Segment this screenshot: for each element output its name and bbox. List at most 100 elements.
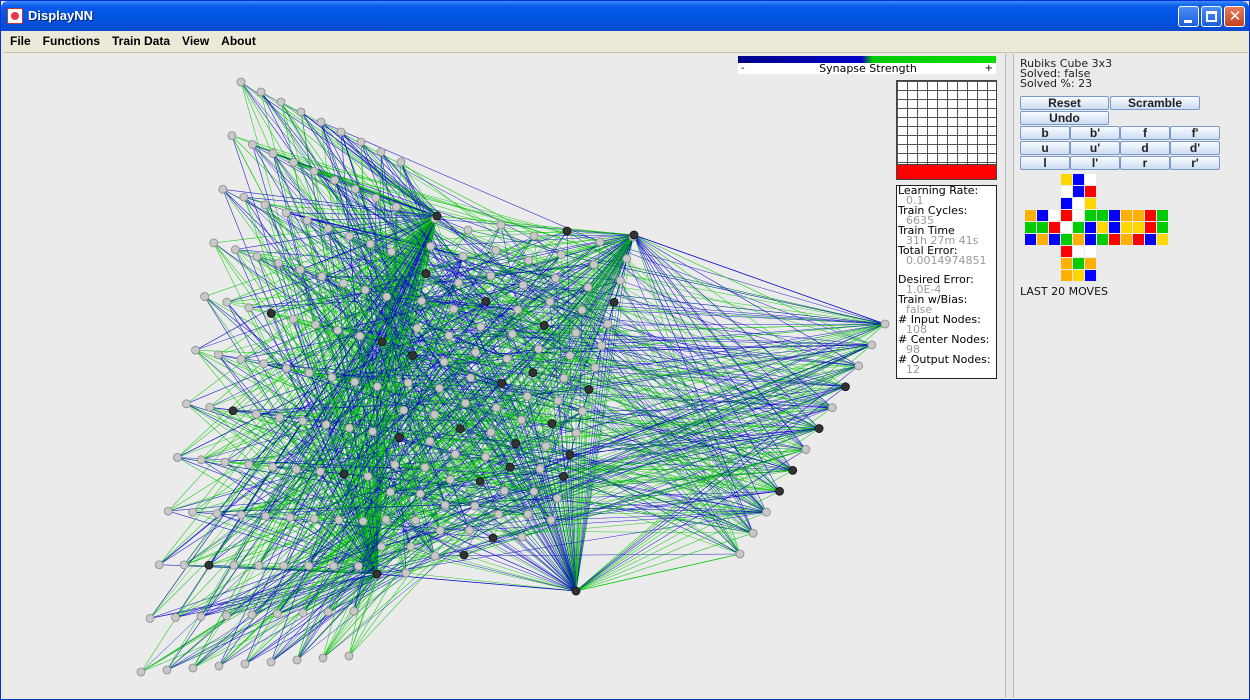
synapse-line <box>224 461 382 547</box>
menu-file[interactable]: File <box>10 34 31 48</box>
synapse-line <box>349 236 445 363</box>
synapse-line <box>550 519 577 592</box>
move-l-button[interactable]: l <box>1020 156 1070 170</box>
cube-sticker-left <box>1037 222 1048 233</box>
center-node <box>535 464 545 474</box>
synapse-line <box>183 453 456 566</box>
move-b-prime-button[interactable]: b' <box>1070 126 1120 140</box>
maximize-button[interactable] <box>1201 6 1222 27</box>
synapse-line <box>306 220 541 470</box>
synapse-line <box>256 256 516 444</box>
synapse-line <box>394 234 635 465</box>
move-f-prime-button[interactable]: f' <box>1170 126 1220 140</box>
input-node <box>368 427 378 436</box>
synapse-line <box>232 215 438 411</box>
synapse-line <box>566 230 767 513</box>
stat-value: 108 <box>906 323 927 336</box>
synapse-line <box>490 323 886 433</box>
minimize-button[interactable] <box>1178 6 1199 27</box>
synapse-line <box>569 454 577 592</box>
undo-button[interactable]: Undo <box>1020 111 1109 125</box>
synapse-line <box>296 468 541 661</box>
synapse-line <box>244 572 407 665</box>
synapse-line <box>496 386 846 409</box>
move-l-prime-button[interactable]: l' <box>1070 156 1120 170</box>
center-node <box>415 489 425 499</box>
synapse-line <box>587 287 859 367</box>
center-node <box>541 441 551 451</box>
synapse-line <box>272 153 431 247</box>
move-r-button[interactable]: r <box>1120 156 1170 170</box>
synapse-line <box>614 302 886 325</box>
synapse-line <box>232 402 466 411</box>
move-r-prime-button[interactable]: r' <box>1170 156 1220 170</box>
synapse-line <box>300 269 461 429</box>
cube-sticker-right <box>1121 234 1132 245</box>
synapse-line <box>539 323 886 470</box>
synapse-line <box>405 572 577 592</box>
input-node <box>382 292 392 302</box>
synapse-line <box>485 456 780 492</box>
synapse-line <box>360 141 438 217</box>
synapse-line <box>286 218 436 369</box>
input-node <box>230 245 240 255</box>
synapse-line <box>576 344 872 434</box>
center-node <box>539 321 549 330</box>
split-pane-divider[interactable] <box>1005 54 1014 697</box>
move-u-button[interactable]: u <box>1020 141 1070 155</box>
input-node <box>276 97 286 107</box>
close-button[interactable]: ✕ <box>1224 6 1245 27</box>
stat-value: 1.0E-4 <box>906 283 942 296</box>
input-node <box>136 667 146 677</box>
synapse-line <box>209 407 547 447</box>
synapse-line <box>550 323 886 521</box>
synapse-line <box>296 230 568 661</box>
synapse-line <box>538 349 577 592</box>
center-node <box>590 363 600 373</box>
input-node <box>349 606 359 616</box>
center-node <box>562 226 572 236</box>
synapse-line <box>235 249 552 521</box>
synapse-line <box>293 162 583 311</box>
scramble-button[interactable]: Scramble <box>1110 96 1200 110</box>
synapse-line <box>286 235 535 369</box>
synapse-line <box>354 254 562 383</box>
synapse-line <box>581 309 741 555</box>
center-node <box>463 225 473 235</box>
synapse-line <box>241 514 378 575</box>
synapse-line <box>256 413 416 521</box>
synapse-line <box>348 215 438 657</box>
reset-button[interactable]: Reset <box>1020 96 1109 110</box>
menu-train-data[interactable]: Train Data <box>112 34 171 48</box>
center-node <box>450 449 460 459</box>
synapse-line <box>416 328 577 592</box>
synapse-line <box>244 573 378 665</box>
cube-sticker-up <box>1073 186 1084 197</box>
center-node <box>513 305 523 315</box>
move-f-button[interactable]: f <box>1120 126 1170 140</box>
menu-about[interactable]: About <box>221 34 256 48</box>
input-node <box>304 561 314 571</box>
title-bar[interactable]: DisplayNN ✕ <box>1 1 1249 31</box>
input-node <box>261 511 271 521</box>
move-d-prime-button[interactable]: d' <box>1170 141 1220 155</box>
move-d-button[interactable]: d <box>1120 141 1170 155</box>
menu-view[interactable]: View <box>182 34 210 48</box>
input-node <box>179 560 189 570</box>
center-node <box>547 419 557 428</box>
hub-node <box>432 211 442 221</box>
input-node <box>205 402 215 412</box>
synapse-line <box>492 449 806 539</box>
stat-value: 12 <box>906 363 920 376</box>
center-node <box>464 526 474 535</box>
menu-functions[interactable]: Functions <box>42 34 100 48</box>
synapse-line <box>434 344 872 557</box>
center-node <box>496 220 506 230</box>
move-u-prime-button[interactable]: u' <box>1070 141 1120 155</box>
synapse-line <box>286 212 438 217</box>
synapse-line <box>375 197 534 373</box>
move-b-button[interactable]: b <box>1020 126 1070 140</box>
synapse-line <box>213 242 436 557</box>
center-node <box>420 463 430 472</box>
synapse-line <box>557 400 767 513</box>
